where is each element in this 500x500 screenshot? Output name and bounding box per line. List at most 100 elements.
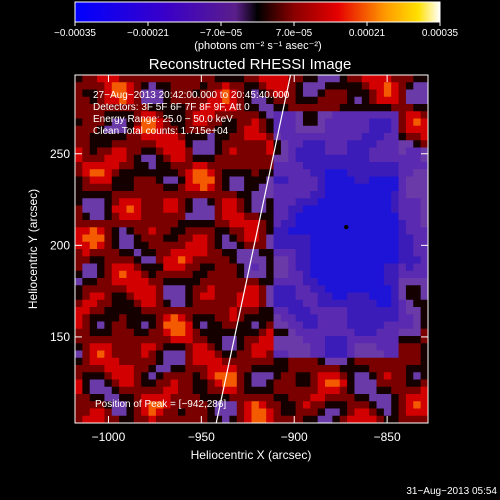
heatmap-cell	[369, 82, 377, 90]
heatmap-cell	[405, 241, 414, 250]
heatmap-cell	[398, 169, 407, 177]
heatmap-cell	[258, 169, 267, 177]
heatmap-cell	[207, 278, 216, 286]
heatmap-cell	[295, 154, 304, 163]
colorbar-ticks: −0.00035 −0.00021 −7.0e−05 7.0e−05 0.00021 0.…	[54, 22, 459, 39]
heatmap-cell	[133, 365, 142, 373]
heatmap-cell	[347, 212, 355, 221]
heatmap-cell	[354, 292, 363, 301]
heatmap-cell	[119, 401, 127, 409]
heatmap-cell	[251, 241, 260, 250]
heatmap-cell	[391, 96, 399, 105]
colorbar-tick-label: 7.0e−05	[276, 28, 313, 39]
heatmap-cell	[214, 372, 223, 380]
heatmap-cell	[75, 270, 83, 279]
heatmap-cell	[413, 205, 422, 214]
heatmap-cell	[214, 357, 223, 366]
heatmap-cell	[266, 336, 274, 344]
heatmap-cell	[104, 147, 113, 156]
heatmap-cell	[82, 241, 91, 250]
heatmap-cell	[361, 314, 370, 322]
heatmap-cell	[354, 401, 363, 409]
heatmap-cell	[111, 162, 120, 170]
heatmap-cell	[295, 350, 304, 359]
heatmap-cell	[104, 205, 113, 214]
heatmap-cell	[200, 140, 208, 148]
heatmap-cell	[317, 379, 326, 388]
heatmap-cell	[332, 169, 341, 177]
heatmap-cell	[332, 154, 341, 163]
heatmap-cell	[251, 147, 260, 156]
heatmap-cell	[317, 343, 326, 351]
heatmap-cell	[251, 350, 260, 359]
heatmap-cell	[82, 386, 91, 395]
heatmap-cell	[383, 415, 392, 423]
heatmap-cell	[104, 176, 113, 185]
heatmap-cell	[75, 350, 83, 359]
heatmap-cell	[89, 299, 98, 308]
heatmap-cell	[141, 249, 149, 257]
heatmap-cell	[317, 314, 326, 322]
heatmap-cell	[119, 147, 127, 156]
heatmap-cell	[111, 328, 120, 337]
heatmap-cell	[170, 328, 179, 337]
heatmap-cell	[302, 365, 311, 373]
heatmap-cell	[177, 212, 186, 221]
heatmap-cell	[413, 372, 422, 380]
heatmap-cell	[111, 270, 120, 279]
heatmap-cell	[251, 82, 260, 90]
heatmap-cell	[148, 263, 157, 272]
heatmap-cell	[251, 118, 260, 127]
heatmap-cell	[119, 270, 127, 279]
heatmap-cell	[82, 96, 91, 105]
heatmap-cell	[310, 118, 319, 127]
heatmap-cell	[244, 379, 252, 388]
heatmap-cell	[288, 183, 297, 192]
heatmap-cell	[317, 263, 326, 272]
heatmap-cell	[376, 394, 385, 402]
heatmap-cell	[126, 386, 135, 395]
heatmap-cell	[177, 408, 186, 417]
heatmap-cell	[236, 292, 245, 301]
heatmap-cell	[310, 220, 319, 228]
heatmap-cell	[398, 401, 407, 409]
heatmap-cell	[273, 307, 282, 315]
heatmap-cell	[148, 82, 157, 90]
heatmap-cell	[369, 278, 377, 286]
heatmap-cell	[280, 176, 289, 185]
heatmap-cell	[75, 299, 83, 308]
heatmap-cell	[207, 401, 216, 409]
heatmap-cell	[163, 408, 171, 417]
heatmap-cell	[310, 154, 319, 163]
heatmap-cell	[75, 285, 83, 293]
heatmap-cell	[75, 415, 83, 423]
heatmap-cell	[302, 133, 311, 141]
heatmap-cell	[148, 278, 157, 286]
heatmap-cell	[310, 89, 319, 98]
heatmap-cell	[398, 292, 407, 301]
heatmap-cell	[273, 343, 282, 351]
heatmap-cell	[258, 307, 267, 315]
heatmap-cell	[339, 125, 348, 134]
heatmap-cell	[177, 169, 186, 177]
heatmap-cell	[111, 386, 120, 395]
heatmap-cell	[111, 147, 120, 156]
heatmap-cell	[111, 343, 120, 351]
heatmap-cell	[141, 350, 149, 359]
heatmap-cell	[82, 162, 91, 170]
heatmap-cell	[339, 220, 348, 228]
heatmap-cell	[317, 118, 326, 127]
heatmap-cell	[163, 415, 171, 423]
heatmap-cell	[148, 205, 157, 214]
heatmap-cell	[222, 285, 230, 293]
heatmap-cell	[413, 212, 422, 221]
heatmap-cell	[207, 307, 216, 315]
heatmap-cell	[339, 365, 348, 373]
heatmap-cell	[405, 104, 414, 112]
heatmap-cell	[391, 162, 399, 170]
heatmap-cell	[325, 336, 333, 344]
heatmap-cell	[295, 365, 304, 373]
heatmap-cell	[244, 162, 252, 170]
heatmap-cell	[405, 285, 414, 293]
heatmap-cell	[258, 321, 267, 330]
